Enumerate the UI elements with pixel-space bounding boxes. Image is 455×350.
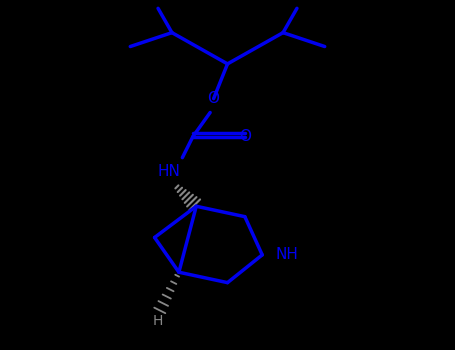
Text: O: O xyxy=(239,129,251,144)
Text: H: H xyxy=(153,314,163,328)
Text: NH: NH xyxy=(275,247,298,262)
Text: O: O xyxy=(207,91,220,106)
Text: HN: HN xyxy=(157,164,180,179)
